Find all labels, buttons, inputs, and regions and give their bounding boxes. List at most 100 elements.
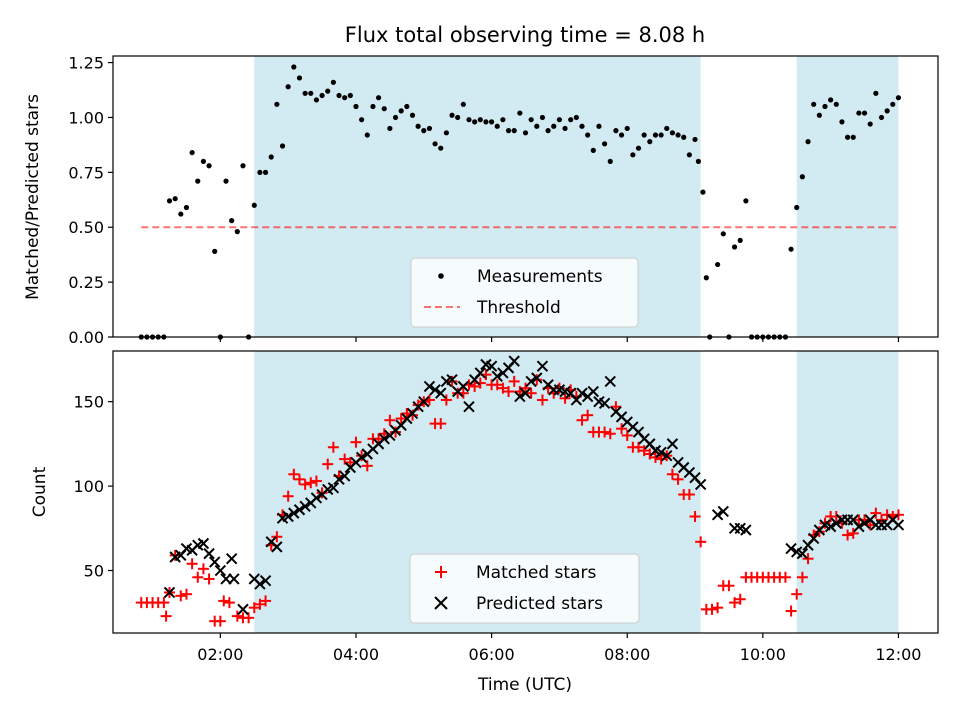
matched-star-point [361,460,373,472]
matched-star-point [785,605,797,617]
predicted-star-point [491,370,503,383]
predicted-star-point [333,473,345,486]
measurement-point [262,169,269,175]
matched-star-point [683,489,695,501]
matched-star-point [508,375,520,387]
measurement-point [873,90,879,96]
measurement-point [466,117,472,123]
y-tick-label: 0.25 [68,273,104,292]
predicted-star-point [327,482,340,494]
matched-star-point [881,509,893,521]
measurement-point [488,119,495,125]
measurement-point [828,97,834,103]
predicted-star-point [531,372,543,384]
measurement-point [630,152,636,158]
matched-star-point [440,394,452,406]
y-tick-label: 1.25 [68,54,104,73]
measurement-point [302,90,308,96]
matched-star-point [158,597,170,609]
matched-star-point [282,490,294,502]
legend-predicted-label: Predicted stars [476,594,603,614]
matched-star-point [712,602,724,614]
measurement-point [511,128,517,134]
measurement-point [618,132,625,138]
predicted-star-point [259,574,272,587]
measurement-point [195,178,201,184]
measurement-point [291,64,297,70]
measurement-point [867,121,873,127]
matched-star-point [729,597,741,609]
measurement-point [342,95,348,101]
predicted-star-point [830,517,842,529]
matched-star-point [254,598,266,610]
count-x-ticks: 02:00 04:00 06:00 08:00 10:00 12:00 [197,633,921,664]
predicted-star-point [214,564,227,577]
measurement-point [641,132,647,138]
matched-star-point [666,468,678,480]
measurement-point [700,189,706,195]
y-tick-label: 1.00 [68,108,104,127]
matched-star-point [435,418,447,430]
matched-star-point [327,441,339,453]
measurement-point [370,103,376,110]
measurement-point [392,114,399,121]
predicted-star-point [508,355,520,367]
matched-star-point [384,414,396,426]
measurement-point [743,198,749,204]
measurement-point [585,132,591,138]
matched-star-point [293,473,305,485]
measurement-point [500,117,506,123]
predicted-star-point [853,520,865,533]
matched-star-point [243,612,255,624]
measurement-point [257,169,263,175]
legend-matched-marker [435,566,447,578]
measurement-point [675,132,681,138]
predicted-star-point [254,578,266,590]
matched-star-point [203,573,215,585]
matched-star-point [180,588,192,600]
matched-star-point [633,441,645,453]
ratio-legend: Measurements Threshold [410,257,639,328]
predicted-star-point [197,537,210,550]
measurement-point [624,125,630,132]
legend-measurements-marker [438,273,444,279]
matched-star-point [322,458,334,470]
measurement-point [681,134,687,140]
predicted-star-point [423,380,436,393]
matched-star-point [469,380,481,392]
matched-star-point [621,429,633,441]
matched-star-point [796,571,808,583]
predicted-star-point [740,524,752,536]
measurement-point [223,178,229,184]
measurement-point [562,125,568,132]
predicted-star-point [892,519,905,531]
matched-star-point [288,468,300,480]
matched-star-point [218,595,230,607]
matched-star-point [734,593,746,605]
predicted-star-point [576,387,588,399]
predicted-star-point [463,401,475,413]
x-tick-label: 06:00 [469,645,515,664]
count-legend-box [409,553,640,624]
matched-star-point [638,445,650,457]
predicted-star-point [418,395,430,408]
measurement-point [381,106,387,112]
matched-star-point [305,477,317,489]
predicted-star-point [378,433,390,445]
measurement-point [443,130,449,136]
measurement-point [596,123,602,129]
measurement-point [556,117,563,123]
x-tick-label: 02:00 [197,645,243,664]
matched-star-point [576,414,588,426]
measurement-point [839,119,845,125]
predicted-star-point [271,541,283,553]
matched-star-point [842,529,854,541]
legend-threshold-label: Threshold [476,298,561,318]
predicted-star-point [694,478,707,491]
predicted-star-point [519,387,532,399]
matched-star-point [616,423,628,435]
measurement-point [579,123,585,129]
predicted-star-point [203,547,215,560]
measurement-point [455,114,461,121]
